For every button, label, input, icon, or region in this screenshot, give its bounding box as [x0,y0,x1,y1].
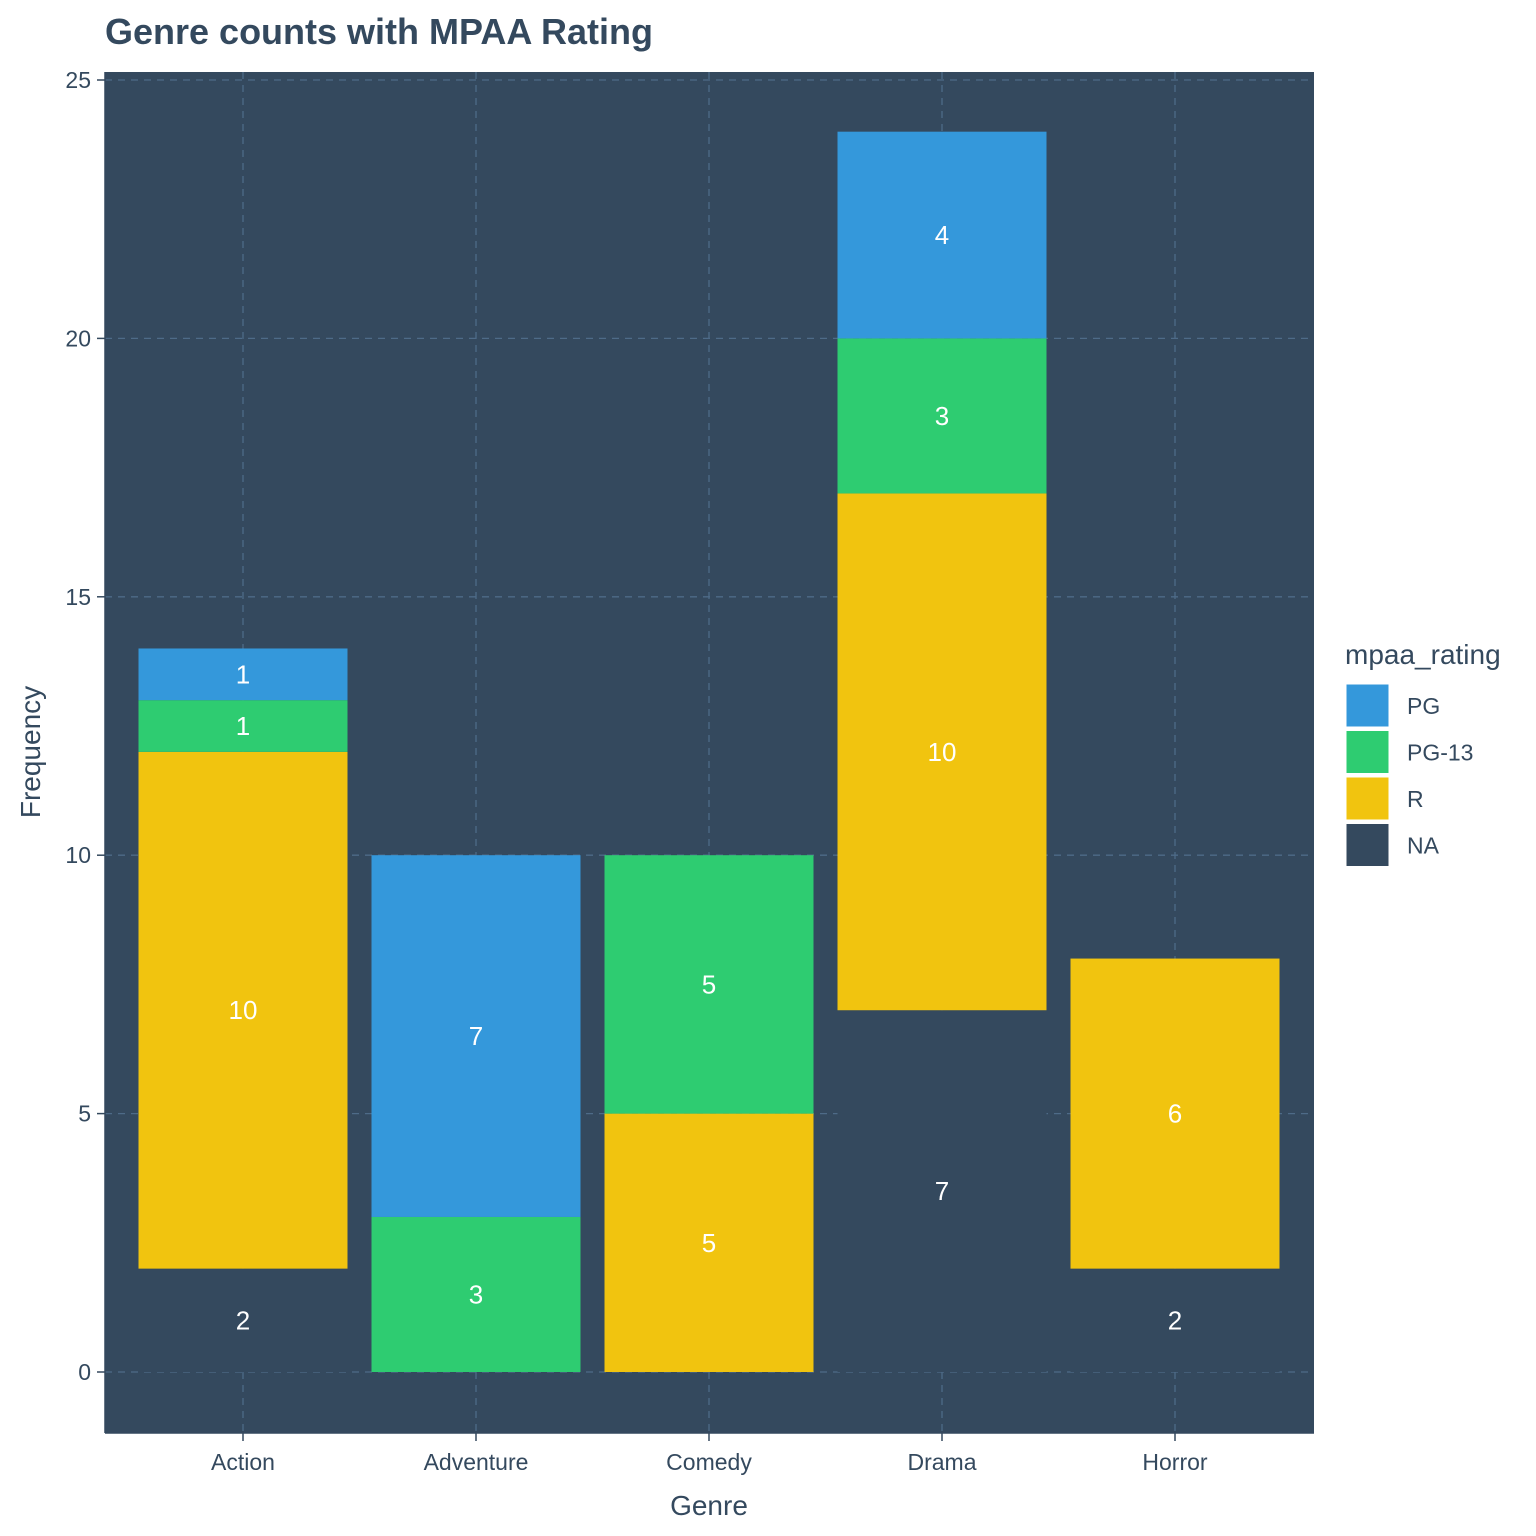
data-label: 3 [935,401,949,431]
bar-segment [138,1268,348,1372]
legend-swatch [1345,823,1390,867]
data-label: 7 [935,1176,949,1206]
bar-segment [837,493,1047,1011]
data-label: 1 [236,659,250,689]
legend-label: PG [1407,693,1440,719]
legend-swatch [1345,730,1390,774]
bar-segment [604,1113,814,1372]
x-axis-title: Genre [670,1490,748,1521]
bar-segment [371,1216,581,1372]
bar-segment [138,751,348,1269]
data-label: 5 [702,969,716,999]
bar-segment [604,855,814,1114]
y-tick-label: 20 [65,325,91,351]
data-label: 6 [1168,1099,1182,1129]
bar-segment [837,338,1047,494]
y-tick-label: 5 [78,1101,91,1127]
bar-segment [138,700,348,752]
y-tick-label: 25 [65,67,91,93]
data-label: 2 [236,1305,250,1335]
x-tick-label: Comedy [666,1449,752,1475]
legend-title: mpaa_rating [1345,639,1501,670]
legend-label: R [1407,786,1424,812]
bar-segment [1070,1268,1280,1372]
data-label: 10 [928,737,957,767]
bar-segment [837,1010,1047,1372]
x-tick-label: Adventure [424,1449,529,1475]
data-label: 3 [469,1279,483,1309]
bars [138,131,1280,1372]
legend-swatch [1345,776,1390,821]
segment-labels: 2 10 1 1 3 7 5 5 7 10 3 4 2 6 [229,220,1183,1335]
y-tick-label: 15 [65,584,91,610]
y-tick-label: 10 [65,842,91,868]
y-axis-title: Frequency [15,686,46,818]
legend-swatch [1345,683,1390,728]
legend: mpaa_rating PG PG-13 R NA [1345,639,1501,867]
bar-segment [371,855,581,1217]
data-label: 1 [236,711,250,741]
x-tick-label: Action [211,1449,275,1475]
data-label: 2 [1168,1305,1182,1335]
bar-segment [837,131,1047,339]
y-tick-label: 0 [78,1359,91,1385]
data-label: 10 [229,995,258,1025]
legend-label: NA [1407,833,1440,859]
x-tick-label: Drama [907,1449,976,1475]
data-label: 5 [702,1228,716,1258]
x-tick-label: Horror [1142,1449,1208,1475]
bar-segment [138,648,348,701]
legend-label: PG-13 [1407,740,1473,766]
data-label: 4 [935,220,949,250]
bar-segment [1070,958,1280,1269]
data-label: 7 [469,1021,483,1051]
chart-title: Genre counts with MPAA Rating [105,11,653,52]
